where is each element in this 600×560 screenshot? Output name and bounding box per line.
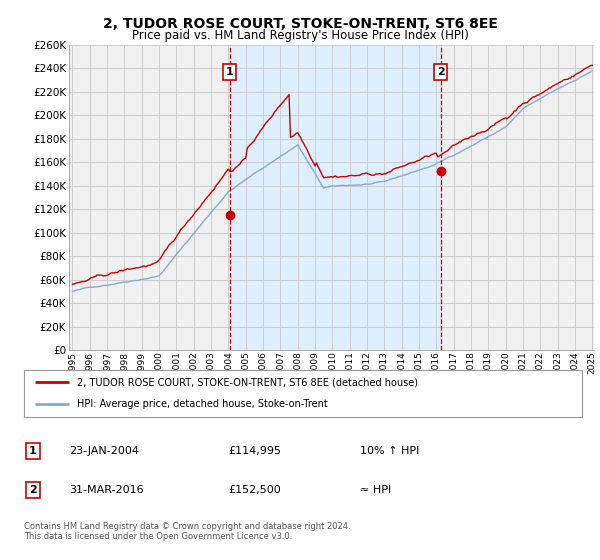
Text: 1: 1 (226, 67, 233, 77)
Text: £114,995: £114,995 (228, 446, 281, 456)
Text: 23-JAN-2004: 23-JAN-2004 (69, 446, 139, 456)
Text: 1: 1 (29, 446, 37, 456)
Text: 10% ↑ HPI: 10% ↑ HPI (360, 446, 419, 456)
Text: 2, TUDOR ROSE COURT, STOKE-ON-TRENT, ST6 8EE (detached house): 2, TUDOR ROSE COURT, STOKE-ON-TRENT, ST6… (77, 377, 418, 388)
Text: 2, TUDOR ROSE COURT, STOKE-ON-TRENT, ST6 8EE: 2, TUDOR ROSE COURT, STOKE-ON-TRENT, ST6… (103, 17, 497, 31)
Text: 2: 2 (437, 67, 445, 77)
Bar (230, 45, 440, 350)
Text: £152,500: £152,500 (228, 485, 281, 495)
Text: ≈ HPI: ≈ HPI (360, 485, 391, 495)
Text: 2: 2 (29, 485, 37, 495)
Text: 31-MAR-2016: 31-MAR-2016 (69, 485, 143, 495)
Text: Price paid vs. HM Land Registry's House Price Index (HPI): Price paid vs. HM Land Registry's House … (131, 29, 469, 42)
Text: Contains HM Land Registry data © Crown copyright and database right 2024.
This d: Contains HM Land Registry data © Crown c… (24, 522, 350, 542)
Text: HPI: Average price, detached house, Stoke-on-Trent: HPI: Average price, detached house, Stok… (77, 399, 328, 409)
